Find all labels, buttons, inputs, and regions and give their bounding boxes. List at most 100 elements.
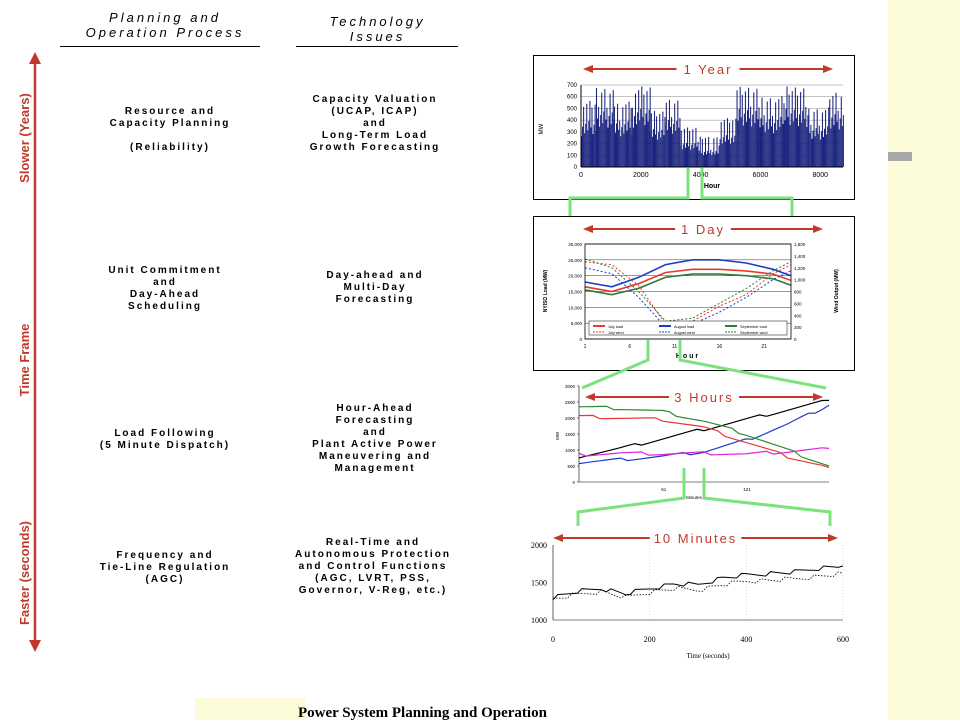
y2-tick-label: 400 (794, 313, 802, 318)
data-bar (677, 100, 679, 167)
y-tick-label: 400 (567, 118, 578, 124)
data-bar (840, 96, 842, 167)
data-bar (609, 93, 611, 167)
data-bar (602, 123, 604, 167)
data-bar (770, 126, 772, 167)
data-bar (780, 116, 782, 167)
data-bar (834, 114, 836, 167)
data-bar (716, 137, 718, 167)
data-bar (777, 119, 779, 167)
data-bar (732, 120, 734, 167)
data-bar (776, 130, 778, 167)
data-bar (816, 109, 818, 167)
data-bar (662, 111, 664, 167)
data-bar (671, 117, 673, 167)
header-technology: Technology Issues (329, 14, 426, 44)
data-bar (638, 90, 640, 167)
data-bar (835, 92, 837, 167)
process-cell-3: Load Following (5 Minute Dispatch) (99, 428, 231, 451)
data-bar (829, 99, 831, 167)
technology-cell-4: Real-Time and Autonomous Protection and … (295, 537, 451, 596)
zoom-line-left (581, 340, 650, 390)
data-bar (709, 153, 711, 167)
data-bar (713, 138, 715, 167)
data-bar (582, 126, 584, 167)
series-line (578, 404, 830, 465)
series-line (584, 258, 792, 322)
data-bar (688, 146, 690, 167)
data-bar (643, 94, 645, 167)
data-bar (673, 123, 675, 167)
data-bar (604, 89, 606, 167)
data-bar (768, 119, 770, 167)
data-bar (765, 122, 767, 167)
data-bar (692, 129, 694, 167)
y-tick-label: 2000 (531, 541, 547, 550)
data-bar (830, 128, 832, 167)
data-bar (786, 86, 788, 167)
chart-1-day: 0 5,000 10,000 15,000 20,000 25,000 30,000 0 200… (533, 216, 855, 371)
data-bar (724, 141, 726, 167)
data-bar (637, 112, 639, 167)
data-bar (622, 107, 624, 167)
x-tick-label: 0 (579, 172, 583, 179)
data-bar (666, 129, 668, 167)
data-bar (690, 149, 692, 167)
data-bar (734, 135, 736, 167)
legend-label: July load (608, 325, 623, 329)
chart-10-minutes: 1000 1500 2000 0 200 400 600 Time (seconds) 10 M… (531, 531, 849, 660)
data-bar (763, 115, 765, 167)
data-bar (754, 122, 756, 167)
data-bar (769, 98, 771, 167)
data-bar (639, 120, 641, 167)
data-bar (737, 120, 739, 167)
data-bar (712, 152, 714, 167)
data-bar (794, 87, 796, 167)
y-tick-label: 100 (567, 153, 578, 159)
data-bar (701, 139, 703, 167)
data-bar (655, 134, 657, 167)
data-bar (585, 123, 587, 167)
process-cell-2: Unit Commitment and Day-Ahead Scheduling (108, 265, 222, 312)
y-tick-label: 30,000 (568, 242, 582, 247)
data-bar (728, 139, 730, 167)
data-bar (581, 136, 583, 167)
data-bar (787, 116, 789, 167)
y-tick-label: 10,000 (568, 305, 582, 310)
data-bar (818, 125, 820, 167)
y-tick-label: 0 (574, 165, 578, 171)
series-line (578, 447, 830, 457)
data-bar (820, 131, 822, 167)
y2-tick-label: 600 (794, 301, 802, 306)
zoom-connector-3h-10m (576, 468, 832, 526)
data-bar (741, 94, 743, 167)
title-arrowhead-left (553, 534, 563, 542)
data-bar (689, 130, 691, 167)
data-bar (644, 125, 646, 167)
data-bar (828, 107, 830, 167)
data-bar (748, 87, 750, 167)
x-tick-label: 1 (584, 344, 587, 350)
data-bar (757, 119, 759, 167)
data-bar (675, 130, 677, 167)
zoom-line-right (678, 340, 827, 390)
data-bar (736, 90, 738, 167)
data-bar (746, 110, 749, 167)
data-bar (802, 110, 804, 167)
data-bar (767, 129, 769, 167)
data-bar (745, 121, 747, 167)
data-bar (590, 127, 592, 167)
data-bar (789, 125, 791, 167)
y-tick-label: 1000 (565, 448, 576, 453)
x-axis-label: Hour (676, 353, 700, 360)
title-arrowhead-right (823, 65, 833, 73)
data-bar (813, 111, 815, 167)
data-bar (591, 107, 593, 167)
y2-tick-label: 800 (794, 290, 802, 295)
data-bar (755, 111, 757, 167)
data-bar (723, 120, 725, 167)
header-technology-underline (296, 46, 458, 47)
y-axis-label: NYISO Load (MW) (543, 269, 549, 312)
y2-tick-label: 200 (794, 325, 802, 330)
zoom-connector-year-day (568, 168, 794, 222)
